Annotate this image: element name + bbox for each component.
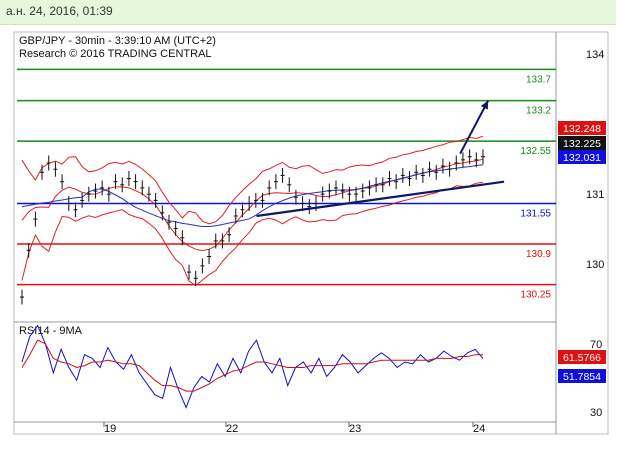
forecast-arrow-head	[480, 100, 489, 110]
price-tag-132.031: 132.031	[563, 152, 601, 164]
main-chart-subtitle: Research © 2016 TRADING CENTRAL	[19, 48, 212, 60]
band-lower	[21, 181, 484, 287]
level-label-131.55: 131.55	[520, 209, 551, 220]
x-tick-19: 19	[104, 423, 116, 435]
main-chart-title: GBP/JPY - 30min - 3:39:10 AM (UTC+2)	[19, 35, 216, 47]
rsi-title: RSI14 - 9MA	[19, 325, 83, 337]
timestamp-bar: а.н. 24, 2016, 01:39	[0, 0, 616, 25]
rsi-tick-30: 30	[590, 407, 602, 419]
rsi-tag-51.7854: 51.7854	[563, 371, 601, 383]
rsi-tag-51.7854-box	[558, 369, 606, 383]
x-tick-22: 22	[226, 423, 238, 435]
level-label-133.7: 133.7	[526, 74, 551, 85]
timestamp-label: а.н. 24, 2016, 01:39	[6, 4, 113, 18]
rsi-tag-61.5766: 61.5766	[563, 352, 601, 364]
y-tick-130: 130	[586, 259, 604, 271]
price-tag-132.248-box	[558, 121, 606, 135]
trend-line	[256, 180, 505, 218]
price-tag-132.225: 132.225	[563, 138, 601, 150]
level-label-133.2: 133.2	[526, 106, 551, 117]
price-tag-132.031-box	[558, 150, 606, 164]
moving-average-slow	[21, 164, 484, 227]
forecast-arrow-shaft	[459, 100, 490, 155]
level-label-130.9: 130.9	[526, 249, 551, 260]
level-label-132.55: 132.55	[520, 146, 551, 157]
y-tick-134: 134	[586, 49, 604, 61]
price-tag-132.248: 132.248	[563, 123, 601, 135]
y-tick-131: 131	[586, 189, 604, 201]
rsi-tick-70: 70	[590, 339, 602, 351]
rsi-ma-line	[21, 339, 483, 392]
level-label-130.25: 130.25	[520, 290, 551, 301]
chart-frame	[13, 31, 609, 435]
x-tick-23: 23	[349, 423, 361, 435]
rsi-tag-61.5766-box	[558, 350, 606, 364]
price-tag-132.225-box	[558, 136, 606, 150]
band-upper	[21, 135, 484, 225]
x-tick-24: 24	[473, 423, 485, 435]
rsi-line	[21, 324, 484, 409]
moving-average-fast	[21, 158, 484, 252]
